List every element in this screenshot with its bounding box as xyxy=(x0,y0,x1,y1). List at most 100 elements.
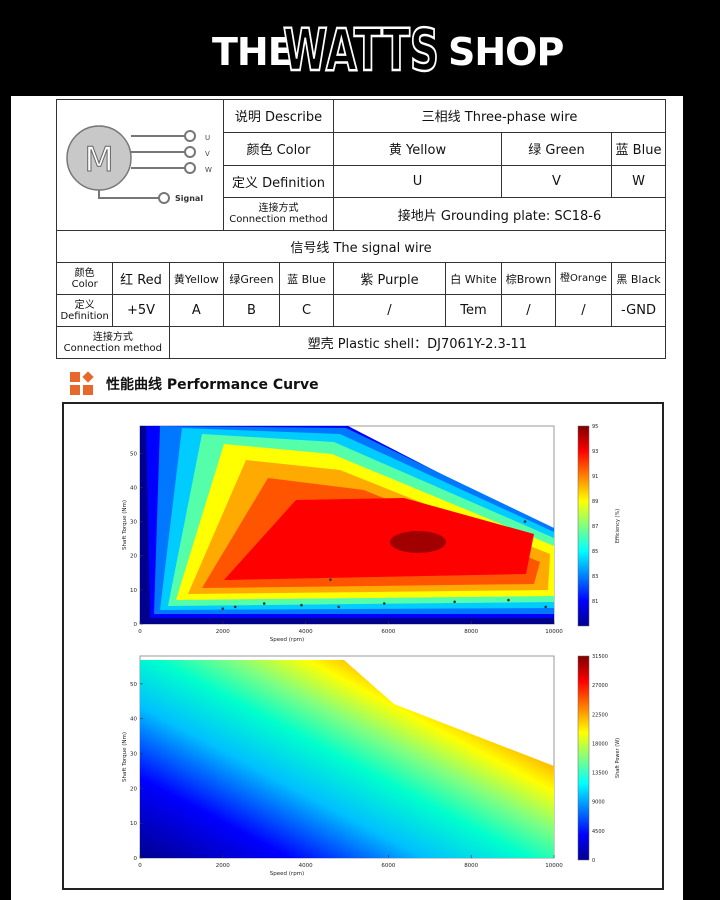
signal-color-black: 黑 Black xyxy=(611,262,666,295)
power-colorbar-ticks: 0 4500 9000 13500 18000 22500 27000 31500 Shaft … xyxy=(592,654,621,864)
connection-label: 连接方式 Connection method xyxy=(223,197,334,231)
header-watts: WATTS xyxy=(283,16,439,84)
efficiency-operating-point xyxy=(221,607,225,610)
efficiency-colorbar xyxy=(577,425,590,627)
efficiency-operating-point xyxy=(337,605,341,609)
efficiency-axes: 0 2000 4000 6000 8000 10000 0 10 20 30 40 50 Speed (… xyxy=(122,451,563,643)
phase-def-v: V xyxy=(501,164,612,199)
signal-def-green: B xyxy=(223,294,280,327)
power-colorbar-tick: 27000 xyxy=(592,683,608,689)
power-ytick-label: 20 xyxy=(130,786,137,792)
power-colorbar-tick: 31500 xyxy=(592,654,608,660)
signal-def-white: Tem xyxy=(445,294,502,327)
phase-def-u: U xyxy=(333,164,502,199)
power-colorbar-label: Shaft Power (W) xyxy=(615,738,621,778)
efficiency-operating-point xyxy=(300,603,303,607)
phase-color-row: 颜色 Color 黄 Yellow 绿 Green 蓝 Blue xyxy=(57,131,666,166)
power-xlabel: Speed (rpm) xyxy=(270,871,304,877)
efficiency-xtick-label: 2000 xyxy=(216,629,230,635)
power-xtick-label: 4000 xyxy=(299,863,313,869)
efficiency-ylabel: Shaft Torque (Nm) xyxy=(122,500,128,550)
grounding-plate-value: 接地片 Grounding plate: SC18-6 xyxy=(333,197,666,231)
power-xtick-label: 2000 xyxy=(216,863,230,869)
connection-label-en: Connection method xyxy=(229,214,328,226)
efficiency-colorbar-tick: 83 xyxy=(592,574,598,580)
motor-letter: M xyxy=(84,140,113,180)
efficiency-colorbar-ticks: 81 83 85 87 89 91 93 95 Efficiency (%) xyxy=(592,424,621,605)
efficiency-ytick-label: 40 xyxy=(130,485,137,491)
power-ytick-label: 0 xyxy=(134,856,138,862)
connection-label-cn: 连接方式 xyxy=(258,203,299,215)
efficiency-xtick-label: 10000 xyxy=(545,629,563,635)
power-ytick-label: 40 xyxy=(130,717,137,723)
efficiency-operating-point xyxy=(329,578,332,581)
power-ylabel: Shaft Torque (Nm) xyxy=(122,732,128,782)
efficiency-xtick-label: 0 xyxy=(138,629,142,635)
efficiency-colorbar-tick: 87 xyxy=(592,524,598,530)
efficiency-colorbar-label: Efficiency (%) xyxy=(615,509,621,543)
signal-connection-label: 连接方式 Connection method xyxy=(56,326,170,359)
wiring-spec-table: M U V W Signal 说明 Describe 三相线 Three-pha… xyxy=(55,99,667,359)
signal-definition-row: 定义 Definition +5V A B C / Tem / / -GND xyxy=(55,294,666,327)
efficiency-map: 0 2000 4000 6000 8000 10000 0 10 20 30 40 50 Speed (… xyxy=(122,424,621,643)
efficiency-operating-point xyxy=(544,605,548,609)
signal-color-brown: 棕Brown xyxy=(501,262,556,295)
watts-logo: WATTS xyxy=(282,15,440,84)
efficiency-operating-point xyxy=(523,520,527,523)
color-label: 颜色 Color xyxy=(223,131,334,166)
signal-title-row: 信号线 The signal wire xyxy=(56,230,666,263)
signal-color-row: 颜色 Color 红 Red 黄Yellow 绿Green 蓝 Blue 紫 Pu… xyxy=(55,262,666,295)
header-shop: SHOP xyxy=(448,30,564,74)
signal-def-orange: / xyxy=(555,294,612,327)
signal-def-purple: / xyxy=(333,294,446,327)
efficiency-operating-point xyxy=(453,600,456,604)
power-colorbar-tick: 22500 xyxy=(592,712,608,718)
signal-color-orange: 橙Orange xyxy=(555,262,612,295)
signal-label: Signal xyxy=(175,194,203,203)
phase-color-yellow: 黄 Yellow xyxy=(333,131,502,166)
power-xtick-label: 6000 xyxy=(381,863,395,869)
signal-connection-row: 连接方式 Connection method 塑壳 Plastic shell：D… xyxy=(56,326,667,359)
power-ytick-label: 10 xyxy=(130,821,137,827)
efficiency-operating-point xyxy=(262,602,266,605)
efficiency-contours xyxy=(140,426,554,624)
signal-color-purple: 紫 Purple xyxy=(333,262,446,295)
power-colorbar-tick: 4500 xyxy=(592,829,605,835)
signal-def-brown: / xyxy=(501,294,556,327)
describe-label: 说明 Describe xyxy=(223,99,334,133)
motor-icon: M U V W Signal xyxy=(66,125,212,204)
terminal-u-label: U xyxy=(205,134,210,142)
efficiency-xlabel: Speed (rpm) xyxy=(270,637,304,643)
phase-def-w: W xyxy=(611,164,666,199)
definition-label: 定义 Definition xyxy=(223,164,334,199)
efficiency-colorbar-tick: 93 xyxy=(592,449,598,455)
signal-color-blue: 蓝 Blue xyxy=(279,262,334,295)
power-colorbar-tick: 18000 xyxy=(592,741,608,747)
power-contours xyxy=(140,660,554,858)
motor-diagram-cell: M U V W Signal xyxy=(56,99,224,231)
performance-curve-icon xyxy=(70,371,94,395)
plastic-shell-value: 塑壳 Plastic shell：DJ7061Y-2.3-11 xyxy=(168,326,667,359)
power-xtick-label: 0 xyxy=(138,863,142,869)
shaft-power-map: 0 2000 4000 6000 8000 10000 0 10 20 30 40 50 Speed (… xyxy=(122,654,621,877)
efficiency-xtick-label: 4000 xyxy=(299,629,313,635)
efficiency-colorbar-tick: 91 xyxy=(592,474,598,480)
phase-color-green: 绿 Green xyxy=(501,131,612,166)
phase-connection-row: 连接方式 Connection method 接地片 Grounding pla… xyxy=(57,197,666,231)
power-axes: 0 2000 4000 6000 8000 10000 0 10 20 30 40 50 Speed (… xyxy=(122,682,563,877)
signal-color-red: 红 Red xyxy=(112,262,170,295)
efficiency-ytick-label: 10 xyxy=(130,588,137,594)
power-colorbar xyxy=(577,655,590,861)
efficiency-colorbar-tick: 89 xyxy=(592,499,598,505)
signal-def-black: -GND xyxy=(611,294,666,327)
power-colorbar-tick: 0 xyxy=(592,858,595,864)
signal-color-label: 颜色 Color xyxy=(55,262,114,295)
power-xtick-label: 8000 xyxy=(464,863,478,869)
signal-color-yellow: 黄Yellow xyxy=(168,262,225,295)
efficiency-ytick-label: 30 xyxy=(130,520,137,526)
phase-color-blue: 蓝 Blue xyxy=(611,131,666,166)
phase-definition-row: 定义 Definition U V W xyxy=(57,164,666,199)
power-colorbar-tick: 9000 xyxy=(592,800,605,806)
performance-charts-frame: 0 2000 4000 6000 8000 10000 0 10 20 30 40 50 Speed (… xyxy=(62,402,664,890)
